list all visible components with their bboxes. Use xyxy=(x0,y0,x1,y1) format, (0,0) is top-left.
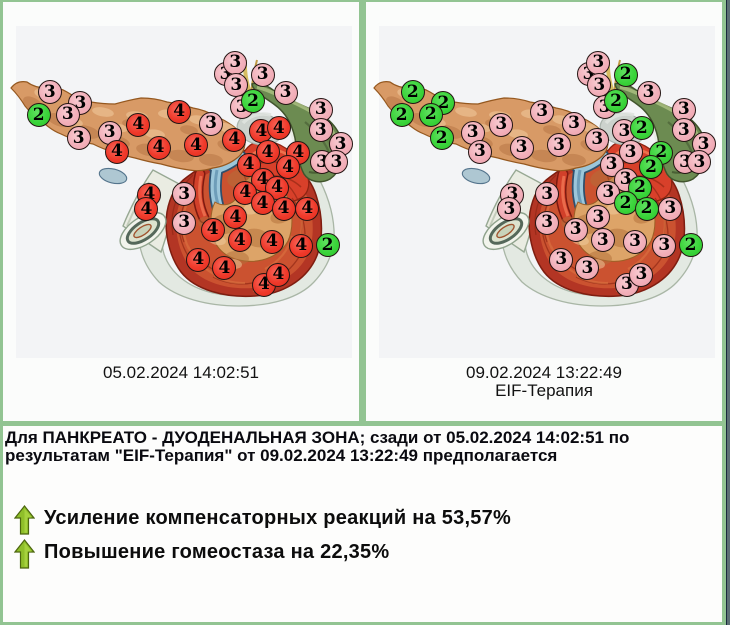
measure-point-marker: 3 xyxy=(308,97,333,122)
caption-before: 05.02.2024 14:02:51 xyxy=(3,364,359,382)
summary-heading: Для ПАНКРЕАТО - ДУОДЕНАЛЬНАЯ ЗОНА; сзади… xyxy=(5,428,630,465)
measure-point-marker: 2 xyxy=(315,233,340,258)
measure-point-marker: 3 xyxy=(250,62,275,87)
result-row: Повышение гомеостаза на 22,35% xyxy=(14,539,389,569)
measure-point-marker: 4 xyxy=(295,196,320,221)
measure-point-marker: 4 xyxy=(276,155,300,179)
measure-point-marker: 3 xyxy=(489,112,514,137)
measure-point-marker: 4 xyxy=(104,139,129,164)
caption-line: EIF-Терапия xyxy=(495,380,593,400)
measure-point-marker: 2 xyxy=(678,233,703,258)
result-text: Повышение гомеостаза на 22,35% xyxy=(44,540,390,563)
measure-point-marker: 4 xyxy=(186,247,211,272)
panel-before: 3333332333333332334444344444444444344344… xyxy=(3,2,359,421)
measure-point-marker: 3 xyxy=(671,118,696,143)
measure-point-marker: 3 xyxy=(585,127,610,152)
measure-point-marker: 3 xyxy=(535,182,560,206)
measure-point-marker: 3 xyxy=(590,228,615,253)
measure-point-marker: 4 xyxy=(250,191,275,216)
measure-point-marker: 3 xyxy=(55,102,80,127)
summary-panel: Для ПАНКРЕАТО - ДУОДЕНАЛЬНАЯ ЗОНА; сзади… xyxy=(3,426,722,622)
anatomy-image-after: 3332332333332222233333333323232323333333… xyxy=(366,2,722,360)
measure-point-marker: 3 xyxy=(547,133,572,158)
measure-point-marker: 3 xyxy=(223,50,248,75)
measure-point-marker: 3 xyxy=(586,205,611,230)
measure-point-marker: 3 xyxy=(467,139,492,164)
measure-point-marker: 2 xyxy=(26,103,51,128)
measure-point-marker: 3 xyxy=(652,233,677,258)
marker-layer: 3332332333332222233333333323232323333333… xyxy=(366,2,722,360)
measure-point-marker: 2 xyxy=(628,175,652,200)
measure-point-marker: 4 xyxy=(200,217,225,242)
measure-point-marker: 3 xyxy=(199,111,223,136)
measure-point-marker: 3 xyxy=(671,97,696,122)
measure-point-marker: 4 xyxy=(222,127,247,152)
measure-point-marker: 4 xyxy=(266,116,291,141)
measure-point-marker: 3 xyxy=(497,197,522,222)
measure-point-marker: 2 xyxy=(639,155,663,179)
measure-point-marker: 3 xyxy=(66,126,91,151)
measure-point-marker: 3 xyxy=(623,229,648,254)
measure-point-marker: 4 xyxy=(167,99,192,124)
measure-point-marker: 3 xyxy=(563,217,588,242)
result-row: Усиление компенсаторных реакций на 53,57… xyxy=(14,505,511,535)
measure-point-marker: 3 xyxy=(530,99,555,124)
caption-line: 05.02.2024 14:02:51 xyxy=(103,363,259,382)
measure-point-marker: 2 xyxy=(604,89,628,114)
measure-point-marker: 3 xyxy=(586,50,611,75)
measure-point-marker: 3 xyxy=(549,247,574,272)
measure-point-marker: 2 xyxy=(629,116,654,141)
caption-line: 09.02.2024 13:22:49 xyxy=(466,363,622,382)
measure-point-marker: 3 xyxy=(172,182,197,206)
measure-point-marker: 2 xyxy=(400,80,425,104)
measure-point-marker: 4 xyxy=(126,112,151,137)
measure-point-marker: 3 xyxy=(636,80,661,105)
measure-point-marker: 2 xyxy=(429,126,454,151)
measure-point-marker: 4 xyxy=(260,229,285,254)
measure-point-marker: 3 xyxy=(658,196,683,221)
marker-layer: 3333332333333332334444344444444444344344… xyxy=(3,2,359,360)
measure-point-marker: 2 xyxy=(418,102,443,127)
measure-point-marker: 3 xyxy=(535,210,560,235)
up-arrow-icon xyxy=(14,539,35,569)
measure-point-marker: 3 xyxy=(509,135,534,160)
result-text: Усиление компенсаторных реакций на 53,57… xyxy=(44,506,512,529)
measure-point-marker: 3 xyxy=(324,150,349,175)
measure-point-marker: 4 xyxy=(184,133,209,158)
measure-point-marker: 4 xyxy=(212,256,237,281)
panel-after: 3332332333332222233333333323232323333333… xyxy=(366,2,722,421)
measure-point-marker: 3 xyxy=(224,73,249,98)
measure-point-marker: 3 xyxy=(629,262,654,287)
measure-point-marker: 2 xyxy=(613,62,638,87)
measure-point-marker: 4 xyxy=(146,135,171,160)
up-arrow-icon xyxy=(14,505,35,535)
measure-point-marker: 3 xyxy=(687,150,712,175)
anatomy-image-before: 3333332333333332334444344444444444344344… xyxy=(3,2,359,360)
measure-point-marker: 3 xyxy=(575,256,600,281)
measure-point-marker: 4 xyxy=(271,196,296,221)
caption-after: 09.02.2024 13:22:49 EIF-Терапия xyxy=(366,364,722,399)
measure-point-marker: 4 xyxy=(223,205,248,230)
measure-point-marker: 4 xyxy=(266,262,291,287)
measure-point-marker: 3 xyxy=(172,210,197,235)
window-edge-shadow xyxy=(727,0,730,625)
measure-point-marker: 2 xyxy=(241,89,265,114)
measure-point-marker: 2 xyxy=(389,103,414,128)
measure-point-marker: 3 xyxy=(37,80,62,104)
window-edge-navy xyxy=(725,0,727,625)
measure-point-marker: 4 xyxy=(289,233,314,258)
measure-point-marker: 4 xyxy=(227,228,252,253)
measure-point-marker: 3 xyxy=(273,80,298,105)
measure-point-marker: 3 xyxy=(562,111,586,136)
measure-point-marker: 2 xyxy=(613,191,638,216)
measure-point-marker: 3 xyxy=(308,118,333,143)
measure-point-marker: 2 xyxy=(634,196,659,221)
measure-point-marker: 4 xyxy=(134,197,159,222)
